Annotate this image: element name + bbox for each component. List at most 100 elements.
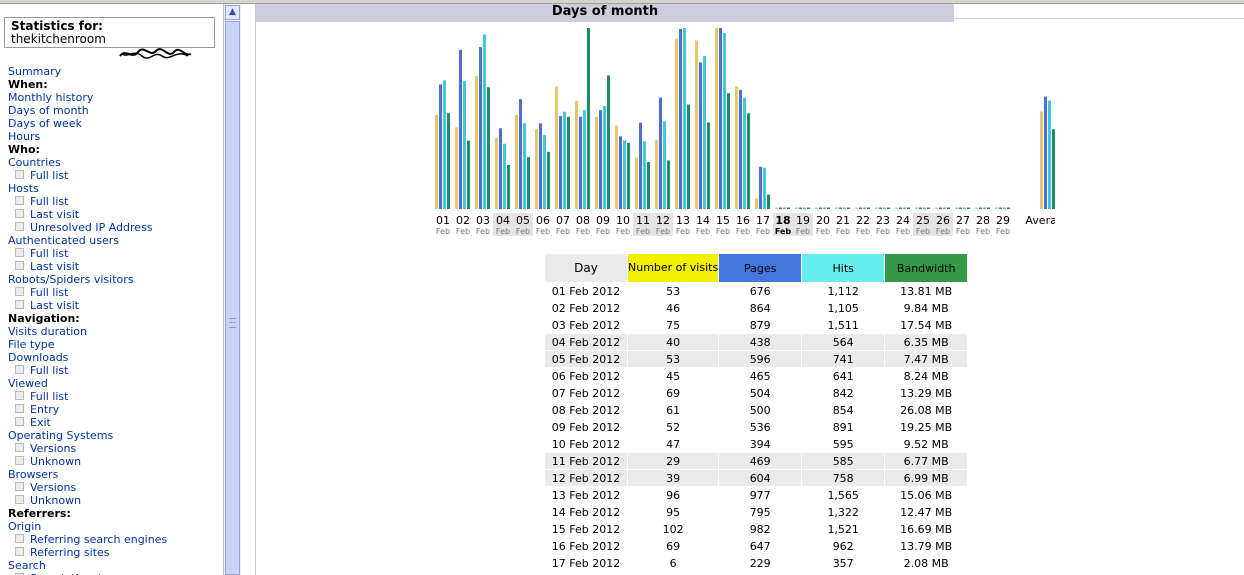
menu-subitem-full-list[interactable]: Full list <box>8 195 220 208</box>
cell-bandwidth: 12.47 MB <box>900 505 953 519</box>
month-tick-label: Feb <box>876 227 890 236</box>
bar-10-s0 <box>615 125 618 209</box>
menu-item-summary[interactable]: Summary <box>8 65 220 78</box>
bar-24-s3 <box>907 207 910 209</box>
menu-subitem-last-visit[interactable]: Last visit <box>8 208 220 221</box>
menu-label: Countries <box>8 156 61 169</box>
menu-label: Unknown <box>30 455 82 468</box>
month-tick-label: Feb <box>856 227 870 236</box>
menu-item-browsers[interactable]: Browsers <box>8 468 220 481</box>
menu-subitem-unresolved-ip-address[interactable]: Unresolved IP Address <box>8 221 220 234</box>
bar-29-s1 <box>999 207 1002 209</box>
bar-22-s3 <box>867 207 870 209</box>
menu-subitem-unknown[interactable]: Unknown <box>8 455 220 468</box>
bar-02-s1 <box>459 49 462 209</box>
table-row: 12 Feb 2012 39 604 758 6.99 MB <box>545 470 968 486</box>
menu-item-days-of-month[interactable]: Days of month <box>8 104 220 117</box>
bar-28-s0 <box>975 207 978 209</box>
cell-bandwidth: 13.79 MB <box>900 539 953 553</box>
bar-29-s2 <box>1003 207 1006 209</box>
menu-item-monthly-history[interactable]: Monthly history <box>8 91 220 104</box>
bar-13-s1 <box>679 28 682 210</box>
bar-22-s2 <box>863 207 866 209</box>
scroll-up-button[interactable]: ▲ <box>225 5 240 20</box>
bar-16-s1 <box>739 89 742 209</box>
cell-pages: 879 <box>749 318 771 332</box>
month-tick-label: Feb <box>536 227 550 236</box>
frame-divider[interactable] <box>241 4 256 575</box>
menu-subitem-entry[interactable]: Entry <box>8 403 220 416</box>
month-tick-label: Feb <box>616 227 630 236</box>
month-tick-label: Feb <box>596 227 610 236</box>
menu-subitem-unknown[interactable]: Unknown <box>8 494 220 507</box>
menu-item-robots-spiders-visitors[interactable]: Robots/Spiders visitors <box>8 273 220 286</box>
weekend-label-background <box>773 213 793 236</box>
month-tick-label: Feb <box>796 227 810 236</box>
bar-04-s2 <box>503 143 506 209</box>
menu-subitem-exit[interactable]: Exit <box>8 416 220 429</box>
sidebar-scrollbar[interactable]: ▲ <box>223 4 241 575</box>
table-row: 01 Feb 2012 53 676 1,112 13.81 MB <box>545 283 967 299</box>
menu-label: Viewed <box>8 377 48 390</box>
bar-23-s1 <box>879 207 882 209</box>
menu-subitem-referring-search-engines[interactable]: Referring search engines <box>8 533 220 546</box>
menu-item-file-type[interactable]: File type <box>8 338 220 351</box>
menu-item-downloads[interactable]: Downloads <box>8 351 220 364</box>
site-name: thekitchenroom <box>11 32 106 46</box>
menu-item-origin[interactable]: Origin <box>8 520 220 533</box>
scrollbar-thumb[interactable] <box>225 21 240 575</box>
menu-subitem-referring-sites[interactable]: Referring sites <box>8 546 220 559</box>
bar-09-s0 <box>595 116 598 209</box>
menu-item-countries[interactable]: Countries <box>8 156 220 169</box>
bar-02-s3 <box>467 140 470 209</box>
bar-08-s2 <box>583 110 586 209</box>
bar-03-s3 <box>487 87 490 209</box>
menu-subitem-full-list[interactable]: Full list <box>8 286 220 299</box>
days-of-month-table: Day Number of visits Pages Hits Bandwidt… <box>544 253 968 572</box>
menu-subitem-versions[interactable]: Versions <box>8 442 220 455</box>
menu-subitem-versions[interactable]: Versions <box>8 481 220 494</box>
menu-subitem-search-keyphrases[interactable]: Search Keyphrases <box>8 572 220 575</box>
menu-item-search[interactable]: Search <box>8 559 220 572</box>
menu-item-viewed[interactable]: Viewed <box>8 377 220 390</box>
month-tick-label: Feb <box>936 227 950 236</box>
menu-item-days-of-week[interactable]: Days of week <box>8 117 220 130</box>
menu-item-visits-duration[interactable]: Visits duration <box>8 325 220 338</box>
menu-subitem-full-list[interactable]: Full list <box>8 364 220 377</box>
menu-item-hosts[interactable]: Hosts <box>8 182 220 195</box>
sub-item-icon <box>15 209 24 218</box>
month-tick-label: Feb <box>656 227 670 236</box>
bar-06-s3 <box>547 151 550 209</box>
redaction-scribble <box>119 48 192 59</box>
menu-item-authenticated-users[interactable]: Authenticated users <box>8 234 220 247</box>
menu-subitem-full-list[interactable]: Full list <box>8 169 220 182</box>
menu-subitem-full-list[interactable]: Full list <box>8 390 220 403</box>
bar-01-s3 <box>447 113 450 209</box>
cell-visits: 69 <box>666 539 681 553</box>
menu-subitem-last-visit[interactable]: Last visit <box>8 260 220 273</box>
cell-visits: 53 <box>666 284 681 298</box>
bar-11-s3 <box>647 162 650 209</box>
menu-label: Entry <box>30 403 60 416</box>
bar-08-s0 <box>575 100 578 209</box>
menu-subitem-full-list[interactable]: Full list <box>8 247 220 260</box>
sub-item-icon <box>15 573 24 575</box>
cell-visits: 52 <box>666 420 681 434</box>
header-pages: Pages <box>719 254 802 282</box>
header-day: Day <box>545 254 627 282</box>
month-tick-label: Feb <box>636 227 650 236</box>
table-row: 16 Feb 2012 69 647 962 13.79 MB <box>545 538 967 554</box>
bar-03-s1 <box>479 46 482 209</box>
menu-header-when: When: <box>8 78 220 91</box>
menu-label: Referring sites <box>30 546 110 559</box>
cell-bandwidth: 9.52 MB <box>903 437 949 451</box>
menu-subitem-last-visit[interactable]: Last visit <box>8 299 220 312</box>
cell-pages: 465 <box>749 369 771 383</box>
menu-label: Hours <box>8 130 41 143</box>
sub-item-icon <box>15 196 24 205</box>
table-row: 13 Feb 2012 96 977 1,565 15.06 MB <box>545 487 967 503</box>
bar-13-s0 <box>675 38 678 209</box>
table-row: 05 Feb 2012 53 596 741 7.47 MB <box>545 351 968 367</box>
menu-item-operating-systems[interactable]: Operating Systems <box>8 429 220 442</box>
menu-item-hours[interactable]: Hours <box>8 130 220 143</box>
